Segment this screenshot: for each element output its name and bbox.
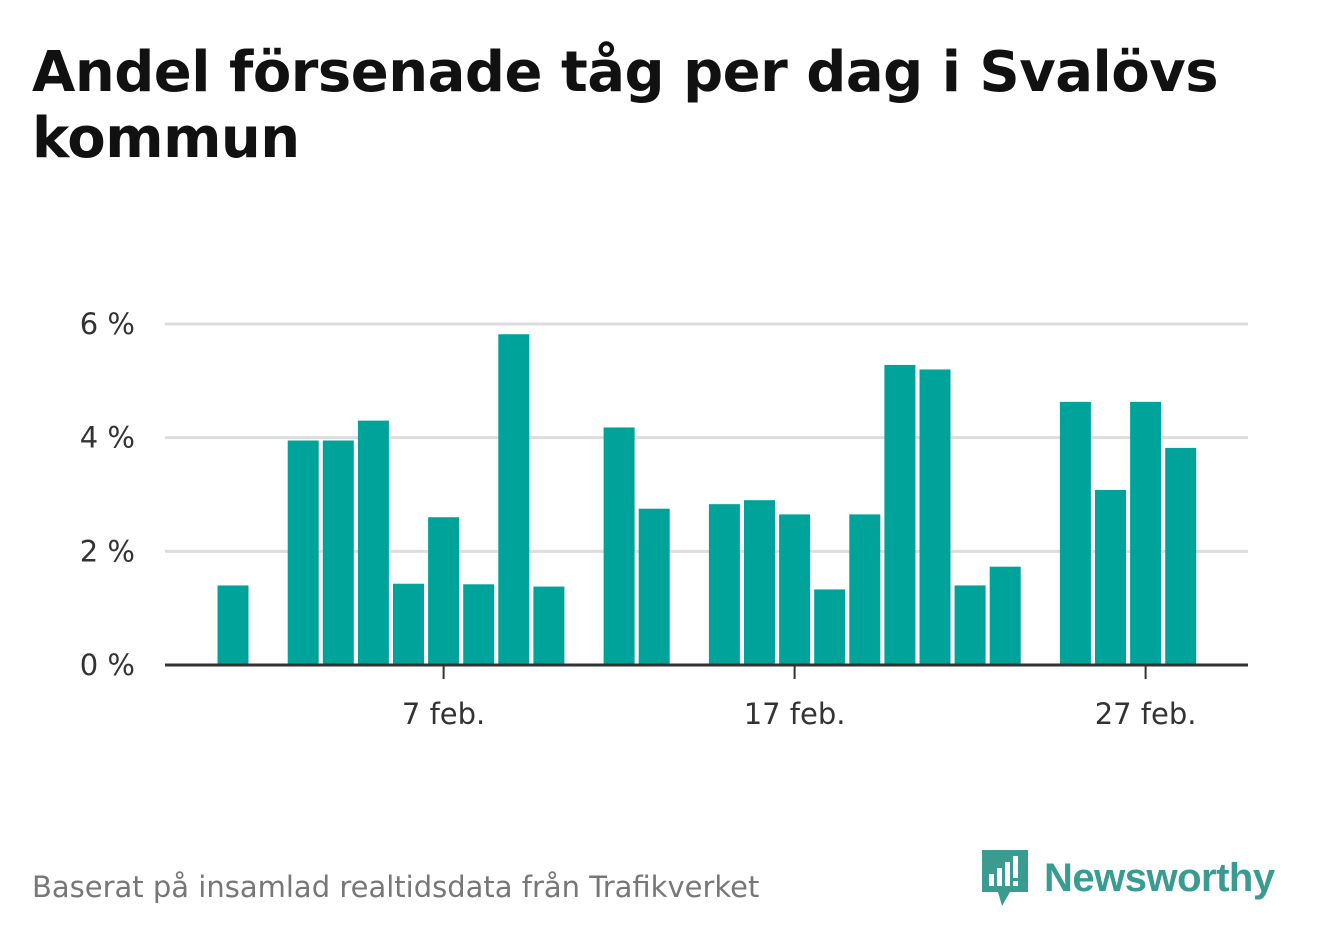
bar: [357, 420, 389, 665]
y-tick-label: 2 %: [80, 534, 135, 568]
bar: [814, 589, 846, 665]
bar: [1059, 401, 1091, 665]
bar: [463, 584, 495, 665]
x-tick-label: 7 feb.: [402, 697, 485, 731]
bar: [884, 364, 916, 665]
y-tick-label: 6 %: [80, 307, 135, 341]
bar: [393, 583, 424, 665]
bar: [498, 334, 530, 665]
bar: [954, 585, 986, 665]
bar: [779, 514, 811, 665]
bar: [849, 514, 881, 665]
brand-name: Newsworthy: [1044, 855, 1275, 900]
bar: [287, 440, 319, 665]
bar: [919, 369, 951, 665]
source-note: Baserat på insamlad realtidsdata från Tr…: [32, 870, 760, 904]
bar: [1095, 489, 1126, 665]
bar: [428, 517, 460, 665]
bar: [744, 500, 775, 665]
x-tick-label: 17 feb.: [744, 697, 846, 731]
bar: [1165, 447, 1197, 665]
newsworthy-logo-icon: [982, 850, 1028, 906]
brand-logo: Newsworthy: [980, 848, 1275, 908]
bar: [217, 585, 249, 665]
y-tick-label: 4 %: [80, 421, 135, 455]
bar-chart: 0 % 2 % 4 % 6 % 7 feb. 17 feb. 27 feb.: [80, 307, 1248, 731]
bar: [1130, 401, 1162, 665]
bar: [603, 427, 635, 665]
bar: [708, 504, 740, 665]
y-tick-label: 0 %: [80, 648, 135, 682]
bar: [533, 586, 565, 665]
bar: [638, 508, 670, 665]
bar: [989, 566, 1021, 665]
x-tick-label: 27 feb.: [1095, 697, 1197, 731]
bar: [322, 440, 354, 665]
chart-title: Andel försenade tåg per dag i Svalövs ko…: [32, 40, 1219, 171]
